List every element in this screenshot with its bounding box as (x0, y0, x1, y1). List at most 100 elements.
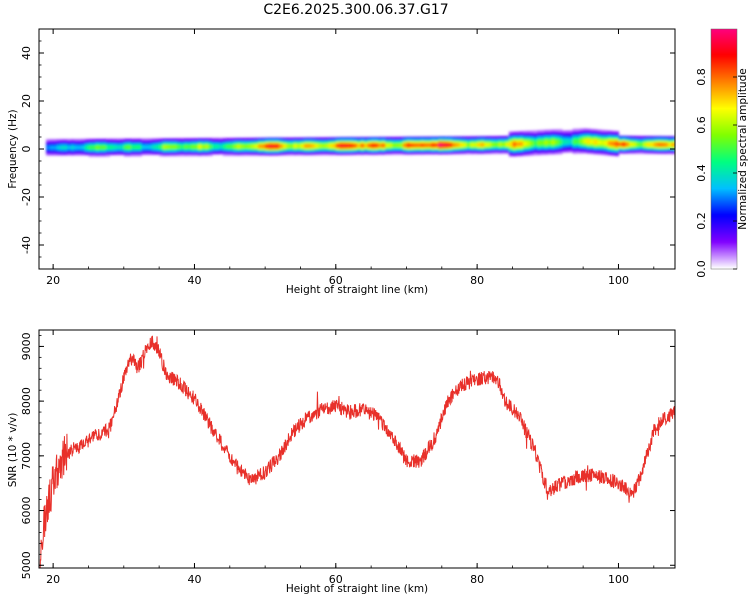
spectrogram-cell (374, 136, 379, 140)
spectrogram-cell (540, 138, 545, 141)
spectrogram-cell (275, 141, 280, 145)
spectrogram-cell (554, 142, 559, 145)
spectrogram-cell (576, 150, 581, 153)
spectrogram-cell (561, 140, 567, 143)
spectrogram-cell (572, 133, 577, 136)
spectrogram-cell (159, 142, 164, 145)
spectrogram-cell (523, 152, 528, 155)
spectrogram-cell (109, 140, 114, 143)
spectrogram-cell (314, 147, 319, 150)
colorbar-step (711, 245, 737, 248)
spectrogram-cell (282, 143, 287, 146)
spectrogram-cell (166, 138, 171, 141)
spectrogram-cell (53, 140, 58, 143)
spectrogram-cell (399, 138, 404, 141)
spectrogram-cell (600, 148, 605, 151)
spectrogram-cell (342, 141, 347, 144)
spectrogram-cell (360, 139, 365, 142)
spectrogram-cell (512, 151, 517, 154)
spectrogram-cell (551, 152, 556, 155)
spectrogram-cell (480, 143, 485, 146)
spectrogram-cell (81, 151, 86, 154)
spectrogram-cell (63, 150, 68, 153)
spectrogram-cell (551, 149, 556, 152)
spectrogram-cell (395, 139, 400, 142)
spectrogram-cell (56, 139, 61, 142)
spectrogram-cell (554, 137, 559, 140)
colorbar-step (711, 93, 737, 96)
spectrogram-cell (512, 141, 517, 144)
spectrogram-cell (187, 142, 192, 145)
colorbar-tick-label: 0.4 (695, 164, 708, 182)
spectrogram-cell (551, 151, 556, 154)
spectrogram-cell (399, 146, 404, 149)
spectrogram-cell (67, 153, 72, 156)
spectrogram-cell (321, 140, 326, 143)
spectrogram-cell (88, 141, 93, 144)
spectrogram-cell (53, 139, 58, 142)
spectrogram-cell (463, 143, 468, 146)
spectrogram-cell (212, 152, 217, 155)
spectrogram-cell (445, 145, 450, 148)
spectrogram-cell (653, 149, 658, 152)
colorbar-step (711, 233, 737, 236)
spectrogram-cell (113, 140, 118, 143)
spectrogram-cell (166, 151, 171, 154)
spectrogram-cell (590, 144, 595, 147)
spectrogram-cell (332, 145, 337, 148)
spectrogram-cell (455, 147, 461, 150)
spectrogram-cell (572, 128, 577, 131)
spectrogram-cell (127, 144, 132, 147)
spectrogram-cell (576, 144, 581, 147)
spectrogram-cell (597, 146, 602, 149)
spectrogram-cell (169, 139, 174, 142)
spectrogram-cell (540, 140, 545, 143)
spectrogram-cell (357, 139, 362, 143)
spectrogram-cell (173, 152, 178, 155)
spectrogram-cell (272, 143, 277, 146)
spectrogram-cell (49, 139, 54, 142)
colorbar-step (711, 95, 737, 98)
spectrogram-cell (229, 143, 234, 146)
spectrogram-cell (187, 151, 192, 154)
spectrogram-cell (583, 138, 588, 141)
spectrogram-cell (145, 138, 150, 141)
spectrogram-cell (554, 145, 559, 148)
spectrogram-cell (569, 143, 574, 146)
spectrogram-cell (286, 141, 291, 144)
spectrogram-cell (508, 154, 514, 157)
spectrogram-cell (402, 146, 408, 149)
spectrogram-cell (148, 139, 153, 142)
spectrogram-cell (650, 144, 655, 147)
spectrogram-cell (212, 143, 217, 146)
spectrogram-cell (551, 139, 556, 142)
spectrogram-cell (487, 137, 492, 140)
spectrogram-cell (533, 144, 538, 147)
spectrogram-cell (565, 137, 570, 140)
spectrogram-cell (304, 151, 309, 154)
spectrogram-cell (261, 143, 266, 146)
spectrogram-cell (219, 150, 224, 154)
spectrogram-cell (261, 142, 266, 145)
spectrogram-cell (572, 146, 577, 149)
spectrogram-cell (614, 136, 620, 139)
spectrogram-cell (540, 150, 545, 153)
spectrogram-cell (222, 138, 227, 141)
spectrogram-cell (240, 143, 245, 146)
spectrogram-cell (611, 143, 616, 146)
spectrogram-cell (109, 138, 114, 141)
colorbar-step (711, 151, 737, 154)
spectrogram-cell (265, 143, 270, 146)
spectrogram-cell (272, 137, 277, 140)
spectrogram-cell (501, 138, 506, 141)
spectrogram-cell (141, 141, 146, 144)
spectrogram-cell (258, 149, 263, 152)
spectrogram-cell (261, 146, 266, 149)
spectrogram-cell (339, 148, 344, 151)
spectrogram-cell (593, 140, 598, 143)
spectrogram-cell (247, 146, 252, 149)
spectrogram-cell (243, 147, 249, 150)
spectrogram-cell (491, 136, 496, 139)
spectrogram-cell (176, 144, 181, 147)
spectrogram-cell (342, 147, 347, 150)
